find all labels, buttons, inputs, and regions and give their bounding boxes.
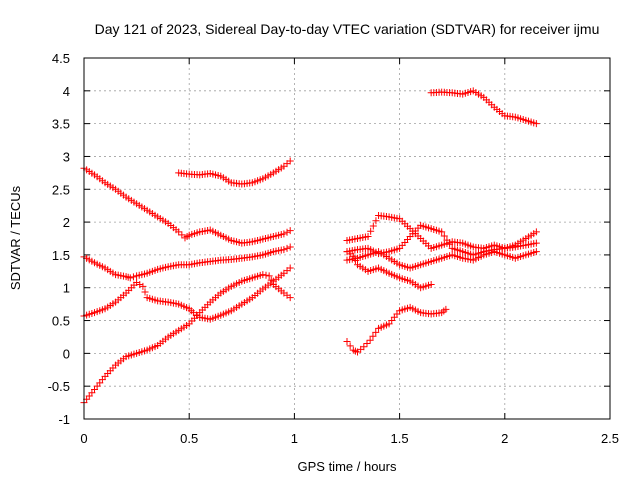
y-tick-label: -0.5 [48, 379, 70, 394]
data-point [262, 271, 270, 279]
y-axis-ticks: -1 -0.5 0 0.5 1 1.5 2 2.5 3 3.5 4 4.5 [48, 51, 610, 427]
chart-title: Day 121 of 2023, Sidereal Day-to-day VTE… [95, 21, 600, 37]
x-tick-label: 1 [291, 431, 298, 446]
data-point [283, 228, 291, 236]
data-point [369, 222, 377, 230]
y-tick-label: 0 [63, 346, 70, 361]
data-point [364, 233, 372, 241]
y-tick-label: 2 [63, 215, 70, 230]
data-point [265, 272, 273, 280]
data-point [532, 239, 540, 247]
data-point [175, 228, 183, 236]
data-point [372, 328, 380, 336]
y-tick-label: 4.5 [52, 51, 70, 66]
data-point [532, 228, 540, 236]
data-point [267, 276, 275, 284]
data-point [346, 342, 354, 350]
data-point [129, 273, 137, 281]
data-point [286, 264, 294, 272]
data-point [280, 246, 288, 254]
data-point [349, 252, 357, 260]
x-tick-label: 0.5 [180, 431, 198, 446]
y-tick-label: 3.5 [52, 117, 70, 132]
data-point [532, 120, 540, 128]
data-marks [80, 87, 540, 407]
y-tick-label: 0.5 [52, 314, 70, 329]
data-point [286, 157, 294, 165]
data-point [438, 228, 446, 236]
data-point [178, 231, 186, 239]
y-tick-label: 3 [63, 149, 70, 164]
data-point [286, 227, 294, 235]
data-point [283, 244, 291, 252]
y-axis-label: SDTVAR / TECUs [8, 185, 23, 290]
data-point [366, 336, 374, 344]
x-tick-label: 1.5 [391, 431, 409, 446]
data-point [351, 256, 359, 264]
x-tick-label: 2.5 [601, 431, 619, 446]
data-point [440, 232, 448, 240]
data-point [372, 217, 380, 225]
x-tick-label: 0 [80, 431, 87, 446]
data-point [139, 282, 147, 290]
data-point [532, 248, 540, 256]
y-tick-label: -1 [58, 412, 70, 427]
x-axis-label: GPS time / hours [298, 459, 397, 474]
data-point [369, 332, 377, 340]
y-tick-label: 1.5 [52, 248, 70, 263]
data-point [286, 243, 294, 251]
data-point [259, 271, 267, 279]
y-tick-label: 4 [63, 84, 70, 99]
data-point [363, 340, 371, 348]
x-axis-ticks: 0 0.5 1 1.5 2 2.5 [80, 58, 619, 446]
data-point [446, 240, 454, 248]
x-tick-label: 2 [501, 431, 508, 446]
data-point [367, 227, 375, 235]
data-point [427, 280, 435, 288]
data-point [286, 294, 294, 302]
data-point [141, 288, 149, 296]
y-tick-label: 1 [63, 281, 70, 296]
data-point [343, 338, 351, 346]
y-tick-label: 2.5 [52, 182, 70, 197]
data-point [442, 305, 450, 313]
data-point [126, 274, 134, 282]
plot-frame [83, 57, 611, 420]
data-point [443, 236, 451, 244]
data-point [280, 230, 288, 238]
data-point [360, 343, 368, 351]
